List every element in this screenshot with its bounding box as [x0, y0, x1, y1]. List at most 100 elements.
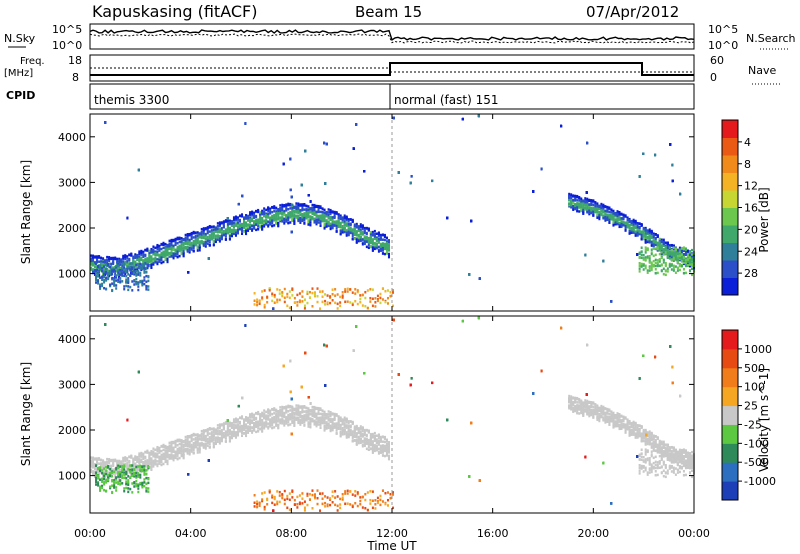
power-cell — [630, 231, 633, 234]
power-cell — [325, 212, 328, 216]
power-cell — [259, 215, 262, 219]
power-cell — [305, 209, 308, 212]
power-cell — [582, 208, 585, 212]
power-cell — [371, 304, 374, 308]
power-cell — [137, 288, 140, 292]
power-cell — [164, 252, 167, 255]
velocity-cell — [132, 457, 135, 461]
power-cell — [296, 300, 299, 304]
power-cell — [216, 227, 219, 231]
power-cell — [194, 236, 197, 239]
power-cell — [299, 217, 302, 221]
power-cell — [610, 212, 613, 216]
power-cell — [375, 244, 378, 247]
power-cell — [192, 242, 195, 245]
power-cell — [345, 230, 348, 234]
power-cell — [678, 252, 681, 256]
power-cell — [334, 301, 337, 305]
velocity-cell — [98, 462, 101, 465]
power-cell — [281, 294, 284, 298]
velocity-cell — [172, 446, 175, 450]
power-cell — [150, 261, 153, 265]
power-cell — [321, 300, 324, 304]
power-cell — [335, 224, 338, 228]
power-cell — [237, 202, 240, 206]
power-cell — [347, 224, 350, 228]
power-cell — [353, 237, 356, 240]
power-cell — [628, 217, 631, 221]
power-cell — [145, 270, 148, 274]
power-cell — [602, 204, 605, 208]
power-cell — [646, 240, 649, 244]
power-cell — [309, 210, 312, 214]
power-cell — [608, 210, 611, 214]
power-cell — [214, 238, 217, 242]
power-cell — [307, 223, 310, 226]
power-cell — [684, 261, 687, 265]
power-cell — [323, 211, 326, 215]
power-cell — [202, 244, 205, 247]
power-cell — [339, 214, 342, 217]
power-cell — [654, 261, 657, 265]
velocity-cell — [182, 454, 185, 457]
velocity-cell — [168, 454, 171, 457]
power-cell — [234, 229, 237, 232]
power-cell — [204, 243, 207, 247]
power-cell — [247, 219, 250, 222]
power-cell — [630, 223, 633, 226]
power-cell — [646, 256, 649, 260]
power-cell — [303, 221, 306, 225]
power-cell — [377, 235, 380, 238]
power-cell — [351, 220, 354, 223]
velocity-cell — [158, 461, 161, 465]
velocity-cell — [102, 459, 105, 462]
power-cell — [182, 254, 185, 258]
power-cell — [92, 255, 95, 259]
velocity-cell — [164, 460, 167, 464]
power-cell — [184, 233, 187, 237]
velocity-cell — [152, 454, 155, 458]
power-cell — [644, 239, 647, 242]
power-cell — [303, 208, 306, 211]
power-cell — [287, 208, 290, 211]
power-cell — [385, 250, 388, 254]
power-cell — [234, 232, 237, 236]
power-cell — [365, 235, 368, 239]
power-cell — [158, 244, 161, 248]
power-cell — [329, 209, 332, 213]
power-cell — [142, 255, 145, 258]
power-cell — [238, 223, 241, 226]
power-cell — [135, 281, 138, 285]
power-cell — [351, 232, 354, 236]
power-cell — [92, 271, 95, 275]
power-cell — [188, 233, 191, 237]
velocity-cell — [156, 454, 159, 457]
power-cell — [311, 203, 314, 207]
power-cell — [214, 228, 217, 231]
power-cell — [379, 238, 382, 241]
cpid-segment-2: normal (fast) 151 — [394, 93, 498, 107]
power-cell — [253, 222, 256, 225]
power-cell — [293, 217, 296, 221]
power-cell — [279, 204, 282, 207]
power-cell — [95, 271, 98, 275]
velocity-cell — [160, 460, 163, 464]
power-cell — [143, 271, 146, 274]
power-cell — [377, 250, 380, 253]
power-cell — [202, 232, 205, 236]
power-cell — [664, 241, 667, 244]
power-cell — [307, 216, 310, 219]
power-cell — [355, 222, 358, 226]
power-cell — [658, 258, 661, 261]
power-cell — [313, 221, 316, 224]
velocity-cell — [104, 471, 107, 474]
power-cell — [570, 194, 573, 198]
power-cell — [373, 244, 376, 247]
power-cell — [265, 212, 268, 215]
power-cell — [281, 212, 284, 216]
power-cell — [267, 207, 270, 211]
power-cell — [672, 264, 675, 268]
power-cell — [387, 249, 390, 252]
power-cell — [351, 291, 354, 294]
